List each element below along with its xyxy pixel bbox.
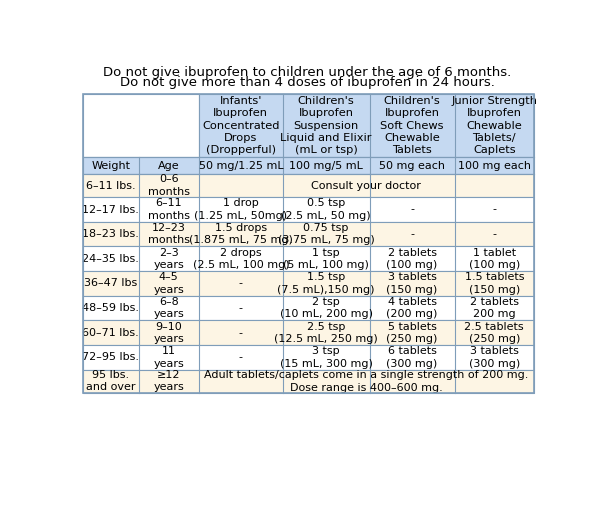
Text: 60–71 lbs.: 60–71 lbs. (82, 328, 139, 338)
Text: 2 tablets
(100 mg): 2 tablets (100 mg) (386, 248, 438, 270)
Text: 4–5
years: 4–5 years (154, 272, 184, 295)
Bar (83, 94, 534, 393)
Text: Infants'
Ibuprofen
Concentrated
Drops
(Dropperful): Infants' Ibuprofen Concentrated Drops (D… (202, 96, 280, 155)
Text: 0–6
months: 0–6 months (148, 174, 190, 197)
Text: 6 tablets
(300 mg): 6 tablets (300 mg) (386, 346, 438, 369)
Text: 3 tsp
(15 mL, 300 mg): 3 tsp (15 mL, 300 mg) (280, 346, 373, 369)
Text: 5 tablets
(250 mg): 5 tablets (250 mg) (386, 322, 438, 344)
Bar (83, 296, 534, 320)
Text: 2.5 tablets
(250 mg): 2.5 tablets (250 mg) (464, 322, 524, 344)
Text: Do not give ibuprofen to children under the age of 6 months.: Do not give ibuprofen to children under … (103, 66, 512, 79)
Bar (83, 197, 534, 222)
Text: 24–35 lbs.: 24–35 lbs. (82, 254, 139, 264)
Text: -: - (410, 229, 414, 239)
Text: 0.5 tsp
(2.5 mL, 50 mg): 0.5 tsp (2.5 mL, 50 mg) (281, 198, 371, 221)
Text: -: - (239, 303, 243, 313)
Bar (83, 370, 534, 393)
Text: 2 drops
(2.5 mL, 100 mg): 2 drops (2.5 mL, 100 mg) (193, 248, 289, 270)
Text: Children's
Ibuprofen
Soft Chews
Chewable
Tablets: Children's Ibuprofen Soft Chews Chewable… (380, 96, 444, 155)
Text: -: - (239, 279, 243, 288)
Text: 100 mg/5 mL: 100 mg/5 mL (289, 161, 363, 171)
Text: 1 drop
(1.25 mL, 50mg): 1 drop (1.25 mL, 50mg) (194, 198, 287, 221)
Text: Consult your doctor: Consult your doctor (311, 180, 421, 191)
Text: Junior Strength
Ibuprofen
Chewable
Tablets/
Caplets: Junior Strength Ibuprofen Chewable Table… (451, 96, 537, 155)
Text: ≥12
years: ≥12 years (154, 370, 184, 392)
Text: 1.5 drops
(1.875 mL, 75 mg): 1.5 drops (1.875 mL, 75 mg) (189, 223, 293, 245)
Text: -: - (239, 353, 243, 362)
Text: 72–95 lbs.: 72–95 lbs. (82, 353, 139, 362)
Text: 1 tablet
(100 mg): 1 tablet (100 mg) (469, 248, 520, 270)
Bar (83, 222, 534, 247)
Text: 3 tablets
(300 mg): 3 tablets (300 mg) (469, 346, 520, 369)
Text: 0.75 tsp
(3.75 mL, 75 mg): 0.75 tsp (3.75 mL, 75 mg) (278, 223, 374, 245)
Text: Do not give more than 4 doses of ibuprofen in 24 hours.: Do not give more than 4 doses of ibuprof… (120, 76, 495, 89)
Text: 2.5 tsp
(12.5 mL, 250 mg): 2.5 tsp (12.5 mL, 250 mg) (274, 322, 378, 344)
Text: 36–47 lbs: 36–47 lbs (84, 279, 137, 288)
Text: 6–11
months: 6–11 months (148, 198, 190, 221)
Text: 50 mg/1.25 mL: 50 mg/1.25 mL (199, 161, 283, 171)
Bar (199, 94, 534, 157)
Text: -: - (239, 328, 243, 338)
Text: 3 tablets
(150 mg): 3 tablets (150 mg) (386, 272, 438, 295)
Text: 1 tsp
(5 mL, 100 mg): 1 tsp (5 mL, 100 mg) (283, 248, 369, 270)
Text: Age: Age (158, 161, 179, 171)
Text: Children's
Ibuprofen
Suspension
Liquid and Elixir
(mL or tsp): Children's Ibuprofen Suspension Liquid a… (280, 96, 372, 155)
Text: -: - (492, 205, 496, 214)
Text: 48–59 lbs.: 48–59 lbs. (82, 303, 139, 313)
Bar (83, 247, 534, 271)
Text: -: - (492, 229, 496, 239)
Text: 2–3
years: 2–3 years (154, 248, 184, 270)
Text: 1.5 tablets
(150 mg): 1.5 tablets (150 mg) (464, 272, 524, 295)
Text: 12–23
months: 12–23 months (148, 223, 190, 245)
Text: 100 mg each: 100 mg each (458, 161, 531, 171)
Bar (83, 157, 534, 174)
Text: 6–11 lbs.: 6–11 lbs. (86, 180, 136, 191)
Bar (83, 345, 534, 370)
Bar (83, 174, 534, 197)
Bar (83, 320, 534, 345)
Bar (83, 94, 199, 157)
Text: 4 tablets
(200 mg): 4 tablets (200 mg) (386, 297, 438, 319)
Text: 12–17 lbs.: 12–17 lbs. (82, 205, 139, 214)
Text: 1.5 tsp
(7.5 mL),150 mg): 1.5 tsp (7.5 mL),150 mg) (277, 272, 375, 295)
Text: -: - (410, 205, 414, 214)
Text: 9–10
years: 9–10 years (154, 322, 184, 344)
Text: 2 tablets
200 mg: 2 tablets 200 mg (470, 297, 519, 319)
Text: 2 tsp
(10 mL, 200 mg): 2 tsp (10 mL, 200 mg) (280, 297, 373, 319)
Bar (83, 271, 534, 296)
Text: Adult tablets/caplets come in a single strength of 200 mg.
Dose range is 400–600: Adult tablets/caplets come in a single s… (204, 370, 529, 393)
Text: Weight: Weight (91, 161, 130, 171)
Text: 50 mg each: 50 mg each (379, 161, 445, 171)
Text: 11
years: 11 years (154, 346, 184, 369)
Text: 18–23 lbs.: 18–23 lbs. (82, 229, 139, 239)
Text: 95 lbs.
and over: 95 lbs. and over (86, 370, 136, 392)
Text: 6–8
years: 6–8 years (154, 297, 184, 319)
